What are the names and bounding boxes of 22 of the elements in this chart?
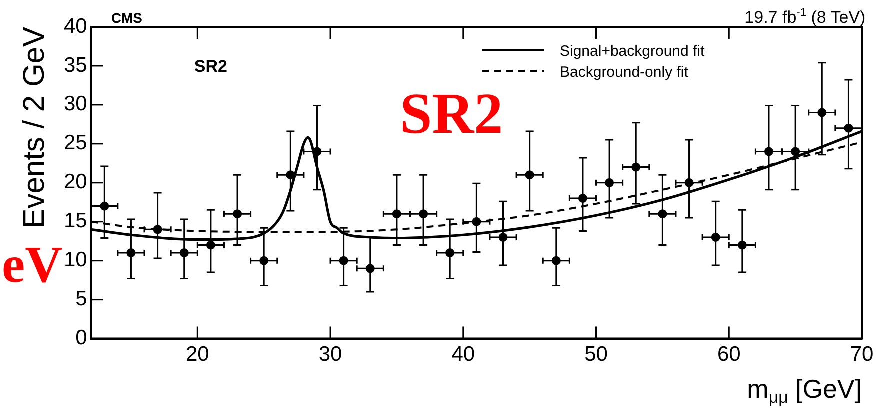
y-tick-label: 10 [64, 248, 88, 272]
y-tick-label: 25 [64, 132, 88, 155]
y-tick-label: 30 [64, 92, 88, 116]
x-tick-label: 50 [584, 343, 608, 366]
y-tick-label: 5 [76, 288, 88, 311]
y-tick-label: 20 [64, 170, 88, 194]
x-tick-label: 20 [186, 343, 210, 366]
x-tick-label: 60 [717, 343, 741, 366]
text: eV [2, 237, 63, 294]
legend-label: Signal+background fit [560, 43, 706, 60]
y-tick-label: 35 [64, 54, 88, 77]
legend-label: Background-only fit [560, 64, 690, 81]
y-tick-label: 40 [64, 14, 88, 38]
y-tick-label: 0 [76, 326, 88, 350]
y-axis-title: Events / 2 GeV [18, 27, 51, 229]
annotation: SR2 [194, 57, 228, 76]
y-tick-label: 15 [64, 210, 88, 233]
annotation: SR2 [400, 81, 504, 146]
x-tick-label: 30 [318, 343, 342, 366]
text: CMS [111, 10, 142, 26]
x-tick-label: 70 [850, 343, 874, 366]
x-tick-label: 40 [452, 343, 476, 366]
